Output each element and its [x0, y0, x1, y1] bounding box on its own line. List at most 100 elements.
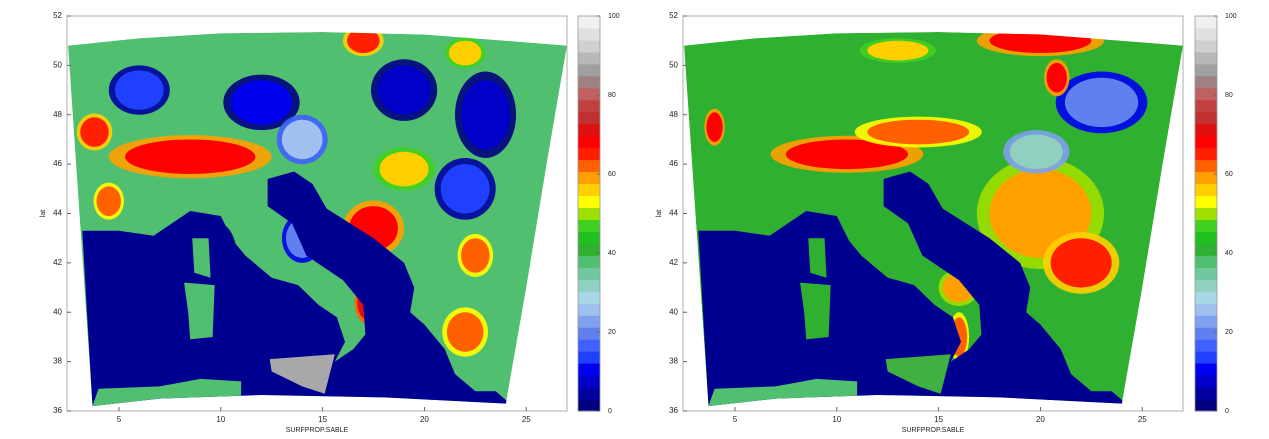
colorbar-band [578, 76, 600, 88]
field-patch [706, 112, 722, 142]
colorbar-band [578, 327, 600, 339]
colorbar-tick-label: 60 [608, 171, 616, 178]
field-patch [1051, 238, 1112, 287]
field-patch [1065, 78, 1138, 127]
field-patch [231, 80, 292, 124]
colorbar-band [1195, 76, 1217, 88]
colorbar-band [1195, 88, 1217, 100]
colorbar-tick-label: 0 [1225, 408, 1229, 415]
colorbar-band [1195, 136, 1217, 148]
colorbar-band [578, 375, 600, 387]
colorbar-band [1195, 303, 1217, 315]
y-axis-label: lat [656, 210, 663, 217]
colorbar-band [1195, 196, 1217, 208]
colorbar-band [1195, 100, 1217, 112]
y-tick-label: 38 [53, 357, 62, 366]
colorbar-band [1195, 64, 1217, 76]
y-tick-label: 52 [53, 11, 62, 20]
y-tick-label: 42 [669, 258, 678, 267]
colorbar-band [578, 339, 600, 351]
colorbar-band [1195, 208, 1217, 220]
colorbar-band [578, 243, 600, 255]
field-patch [378, 65, 431, 114]
y-tick-label: 48 [669, 110, 678, 119]
colorbar-band [1195, 387, 1217, 399]
x-tick-label: 15 [934, 415, 943, 424]
field-patch [125, 139, 255, 174]
figure: 5 10 15 20 25 36 38 40 42 44 46 48 50 52 SURFPROP.SABL… [0, 0, 1269, 434]
x-tick-label: 15 [318, 415, 327, 424]
field-patch [115, 70, 164, 110]
field-patch [282, 120, 323, 160]
colorbar-band [578, 88, 600, 100]
colorbar-band [1195, 148, 1217, 160]
field-patch [461, 238, 490, 273]
colorbar-band [1195, 267, 1217, 279]
colorbar-band [578, 279, 600, 291]
colorbar-band [578, 303, 600, 315]
colorbar-band [578, 40, 600, 52]
colorbar-tick-label: 20 [608, 329, 616, 336]
field [684, 25, 1183, 406]
y-tick-label: 50 [669, 60, 678, 69]
field-patch [97, 186, 121, 216]
y-tick-label: 48 [53, 110, 62, 119]
colorbar-band [578, 28, 600, 40]
field-patch [1047, 63, 1067, 93]
colorbar-band [578, 136, 600, 148]
field-patch [449, 41, 482, 66]
y-tick-label: 38 [669, 357, 678, 366]
x-axis-label: SURFPROP.SABLE [902, 427, 965, 434]
colorbar-band [1195, 28, 1217, 40]
colorbar-band [1195, 351, 1217, 363]
colorbar-band [578, 184, 600, 196]
colorbar-band [578, 64, 600, 76]
colorbar-band [1195, 255, 1217, 267]
colorbar-tick-label: 40 [1225, 250, 1233, 257]
field-patch [867, 41, 928, 61]
colorbar-band [1195, 399, 1217, 411]
colorbar-tick-label: 80 [608, 92, 616, 99]
x-tick-label: 10 [216, 415, 225, 424]
x-tick-label: 20 [1036, 415, 1045, 424]
x-tick-label: 25 [1138, 415, 1147, 424]
colorbar-tick-label: 0 [608, 408, 612, 415]
colorbar-band [578, 208, 600, 220]
colorbar-band [1195, 363, 1217, 375]
colorbar-band [578, 112, 600, 124]
y-tick-label: 36 [53, 406, 62, 415]
x-tick-label: 25 [522, 415, 531, 424]
colorbar-band [578, 196, 600, 208]
island [808, 238, 826, 278]
colorbar-band [578, 267, 600, 279]
colorbar-band [1195, 243, 1217, 255]
colorbar-band [1195, 291, 1217, 303]
colorbar-band [578, 315, 600, 327]
colorbar-band [578, 399, 600, 411]
y-tick-label: 50 [53, 60, 62, 69]
colorbar-band [578, 255, 600, 267]
colorbar-tick-label: 100 [1225, 13, 1237, 20]
field-patch [867, 120, 969, 145]
colorbar-band [578, 52, 600, 64]
x-axis-label: SURFPROP.SABLE [286, 427, 349, 434]
y-axis-label: lat [40, 210, 47, 217]
field-patch [380, 152, 429, 187]
field [68, 25, 567, 406]
colorbar-band [1195, 375, 1217, 387]
x-tick-label: 5 [733, 415, 738, 424]
y-tick-label: 46 [53, 159, 62, 168]
y-tick-label: 42 [53, 258, 62, 267]
field-patch [447, 312, 484, 352]
y-tick-label: 52 [669, 11, 678, 20]
colorbar-band [1195, 219, 1217, 231]
y-tick-label: 44 [669, 209, 678, 218]
x-tick-label: 10 [832, 415, 841, 424]
colorbar-band [578, 100, 600, 112]
colorbar-band [578, 387, 600, 399]
field-patch [1010, 135, 1063, 170]
x-tick-label: 20 [420, 415, 429, 424]
colorbar-band [1195, 112, 1217, 124]
